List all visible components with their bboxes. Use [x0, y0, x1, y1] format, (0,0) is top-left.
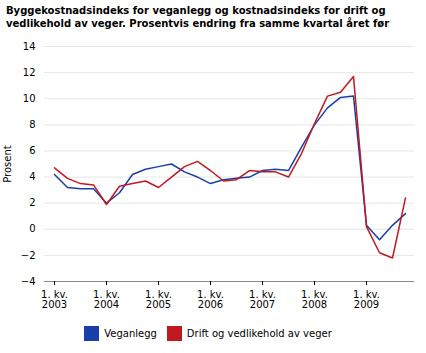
html-text:Byggekostnadsindeks for veganl: Byggekostnadsindeks for veganlegg og kos…	[6, 5, 390, 29]
svg-text:1. kv.2003: 1. kv.2003	[41, 289, 68, 310]
svg-text:Prosent: Prosent	[2, 145, 13, 183]
svg-text:−2: −2	[21, 250, 36, 261]
svg-text:14: 14	[23, 41, 36, 52]
html-text:Veganlegg: Veganlegg	[104, 328, 157, 339]
svg-text:12: 12	[23, 67, 36, 78]
svg-text:1. kv.2005: 1. kv.2005	[145, 289, 172, 310]
svg-text:6: 6	[29, 145, 35, 156]
svg-text:−4: −4	[21, 276, 36, 287]
svg-text:1. kv.2009: 1. kv.2009	[353, 289, 380, 310]
svg-text:10: 10	[23, 93, 36, 104]
svg-text:1. kv.2004: 1. kv.2004	[93, 289, 120, 310]
svg-text:1. kv.2006: 1. kv.2006	[197, 289, 224, 310]
svg-text:1. kv.2008: 1. kv.2008	[301, 289, 328, 310]
svg-text:1. kv.2007: 1. kv.2007	[249, 289, 276, 310]
svg-text:4: 4	[29, 171, 35, 182]
svg-text:2: 2	[29, 197, 35, 208]
svg-text:8: 8	[29, 119, 35, 130]
svg-text:0: 0	[29, 223, 35, 234]
html-text:Drift og vedlikehold av veger: Drift og vedlikehold av veger	[186, 328, 332, 339]
